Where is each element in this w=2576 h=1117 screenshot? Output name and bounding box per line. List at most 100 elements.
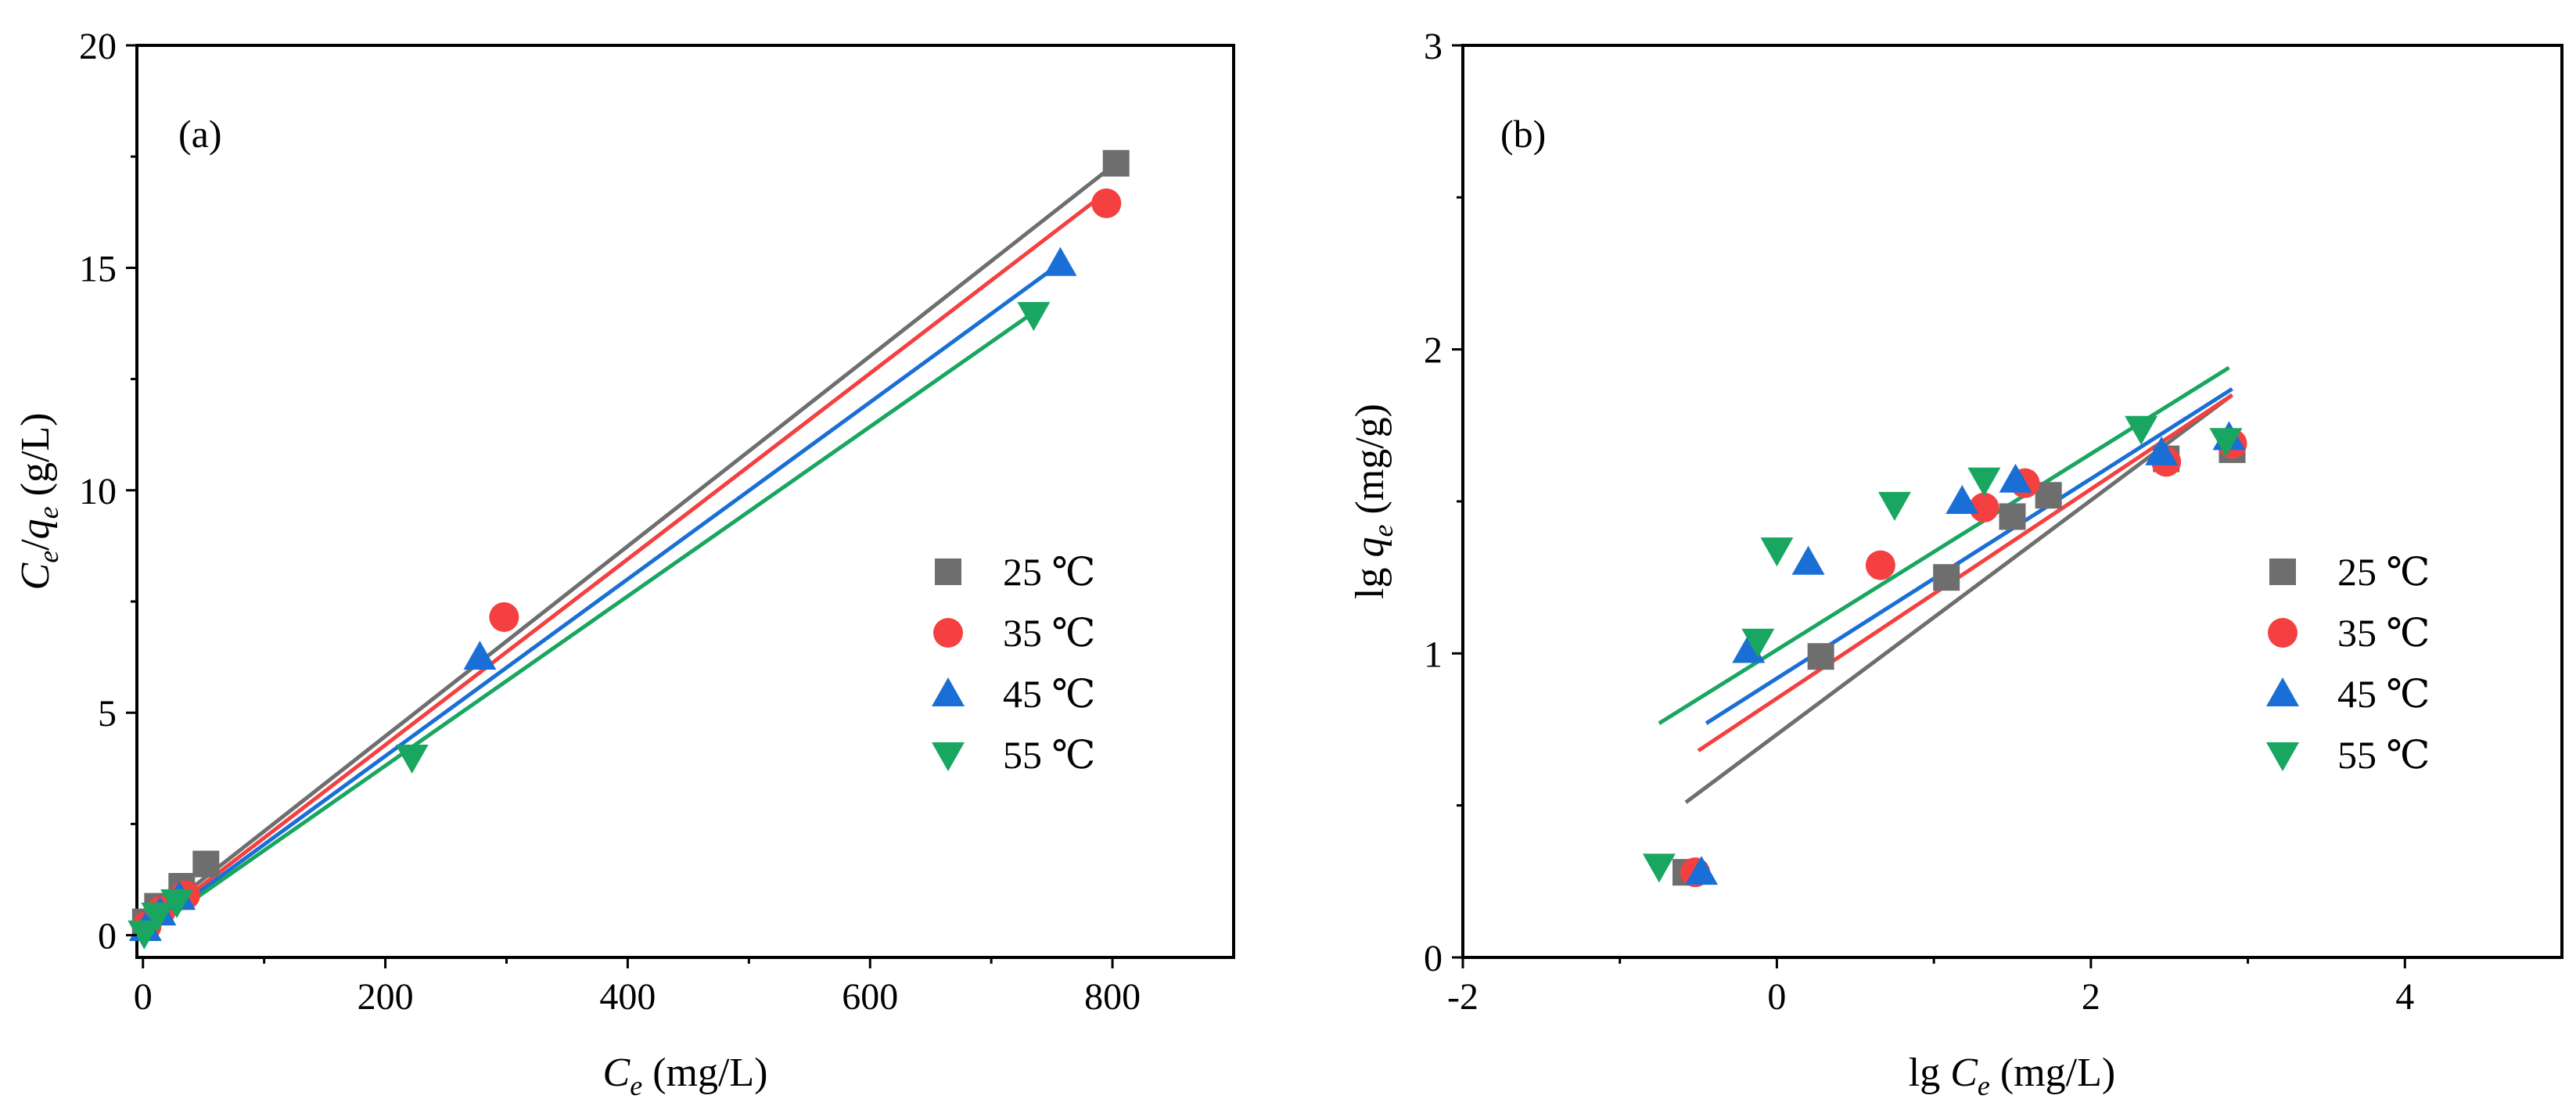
fit-line-s25 <box>142 161 1118 928</box>
data-point-s55 <box>1877 491 1911 521</box>
x-tick-label: 200 <box>357 976 414 1018</box>
legend-item-55c: 55 ℃ <box>2266 733 2430 777</box>
data-point-s45 <box>1044 246 1077 276</box>
data-point-s55 <box>395 745 429 774</box>
fit-line-s25 <box>1684 393 2233 804</box>
data-point-s55 <box>1760 537 1794 567</box>
x-tick-label: 800 <box>1084 976 1141 1018</box>
x-axis-title-b: lg Ce (mg/L) <box>1909 1051 2115 1101</box>
legend-a: 25 ℃ 35 ℃ 45 ℃ 55 ℃ <box>932 550 1095 777</box>
legend-marker-45c <box>2266 677 2299 706</box>
data-point-s25 <box>1102 149 1130 177</box>
data-point-s55 <box>2125 415 2158 445</box>
data-points-a <box>128 149 1130 950</box>
legend-marker-35c <box>2268 618 2298 648</box>
data-point-s45 <box>1685 856 1719 885</box>
data-point-s55 <box>1741 628 1775 658</box>
data-point-s25 <box>2035 482 2062 509</box>
legend-marker-s35 <box>933 618 963 648</box>
legend-marker-s25 <box>935 558 961 585</box>
fit-line-s55 <box>142 311 1035 937</box>
legend-label-45c: 45 ℃ <box>2337 672 2430 716</box>
legend-marker-55c <box>932 742 965 771</box>
data-point-s45 <box>463 641 497 670</box>
legend-item-35c: 35 ℃ <box>2268 611 2430 655</box>
y-axis-title-b: lg qe (mg/g) <box>1348 404 1399 599</box>
legend-marker-s45 <box>932 677 965 706</box>
y-axis-title-a: Ce/qe (g/L) <box>13 413 64 591</box>
legend-marker-35c <box>933 618 963 648</box>
data-point-s45 <box>1732 634 1766 663</box>
y-tick-label: 0 <box>1424 938 1442 979</box>
fit-line-s35 <box>1697 393 2233 752</box>
legend-item-45c: 45 ℃ <box>932 672 1095 716</box>
legend-marker-25c <box>935 558 961 585</box>
x-tick-label: 600 <box>842 976 898 1018</box>
data-point-s55 <box>2209 428 2243 458</box>
legend-marker-s55 <box>932 742 965 771</box>
data-point-s45 <box>1945 485 1979 514</box>
data-point-s35 <box>1865 550 1895 580</box>
legend-label-25c: 25 ℃ <box>2337 550 2430 594</box>
y-tick-label: 2 <box>1424 330 1442 372</box>
panel-a: 0 200 400 600 800 0 5 10 15 20 (a) Ce (mg/L) Ce/q… <box>13 26 1235 1101</box>
legend-marker-55c <box>2266 742 2299 771</box>
axis-ticks-a: 0 200 400 600 800 0 5 10 15 20 <box>79 26 1141 1018</box>
x-tick-label: 400 <box>599 976 656 1018</box>
fit-line-s45 <box>1705 387 2233 725</box>
legend-marker-s55 <box>2266 742 2299 771</box>
legend-b: 25 ℃ 35 ℃ 45 ℃ 55 ℃ <box>2266 550 2430 777</box>
fit-line-s35 <box>142 190 1108 932</box>
legend-marker-s45 <box>2266 677 2299 706</box>
legend-label-45c: 45 ℃ <box>1003 672 1095 716</box>
legend-item-55c: 55 ℃ <box>932 733 1095 777</box>
data-points-b <box>1642 415 2247 888</box>
data-point-s55 <box>1017 302 1051 332</box>
panel-label-b: (b) <box>1500 112 1546 156</box>
data-point-s25 <box>192 850 220 878</box>
legend-label-55c: 55 ℃ <box>1003 733 1095 777</box>
data-point-s25 <box>1807 643 1834 670</box>
legend-item-25c: 25 ℃ <box>935 550 1095 594</box>
fit-lines-a <box>142 161 1118 937</box>
x-tick-label: 4 <box>2395 976 2414 1018</box>
legend-marker-s35 <box>2268 618 2298 648</box>
data-point-s45 <box>1791 545 1825 575</box>
legend-marker-25c <box>2269 558 2296 585</box>
data-point-s55 <box>128 920 161 950</box>
fit-line-s45 <box>142 261 1062 935</box>
y-tick-label: 1 <box>1424 634 1442 675</box>
x-tick-label: 0 <box>1767 976 1786 1018</box>
data-point-s45 <box>1999 463 2032 493</box>
data-point-s35 <box>489 602 519 632</box>
legend-label-55c: 55 ℃ <box>2337 733 2430 777</box>
y-tick-label: 3 <box>1424 26 1442 67</box>
x-axis-title-a: Ce (mg/L) <box>603 1051 768 1101</box>
legend-label-35c: 35 ℃ <box>2337 611 2430 655</box>
legend-marker-45c <box>932 677 965 706</box>
data-point-s25 <box>1933 564 1960 591</box>
legend-label-25c: 25 ℃ <box>1003 550 1095 594</box>
legend-item-25c: 25 ℃ <box>2269 550 2430 594</box>
y-tick-label: 10 <box>79 471 117 512</box>
data-point-s35 <box>1091 188 1122 218</box>
data-point-s55 <box>141 902 174 932</box>
data-point-s55 <box>160 889 194 918</box>
legend-marker-s25 <box>2269 558 2296 585</box>
data-point-s55 <box>1967 467 2001 497</box>
y-tick-label: 15 <box>79 248 117 289</box>
y-tick-label: 0 <box>98 916 117 957</box>
fit-lines-b <box>1658 365 2233 804</box>
plot-frame-a <box>135 44 1235 959</box>
data-point-s35 <box>1969 492 1999 523</box>
y-tick-label: 20 <box>79 26 117 67</box>
data-point-s55 <box>1642 853 1676 883</box>
x-tick-label: 0 <box>134 976 153 1018</box>
x-tick-label: 2 <box>2082 976 2100 1018</box>
legend-label-35c: 35 ℃ <box>1003 611 1095 655</box>
x-tick-label: -2 <box>1447 976 1478 1018</box>
data-point-s45 <box>2145 436 2179 465</box>
